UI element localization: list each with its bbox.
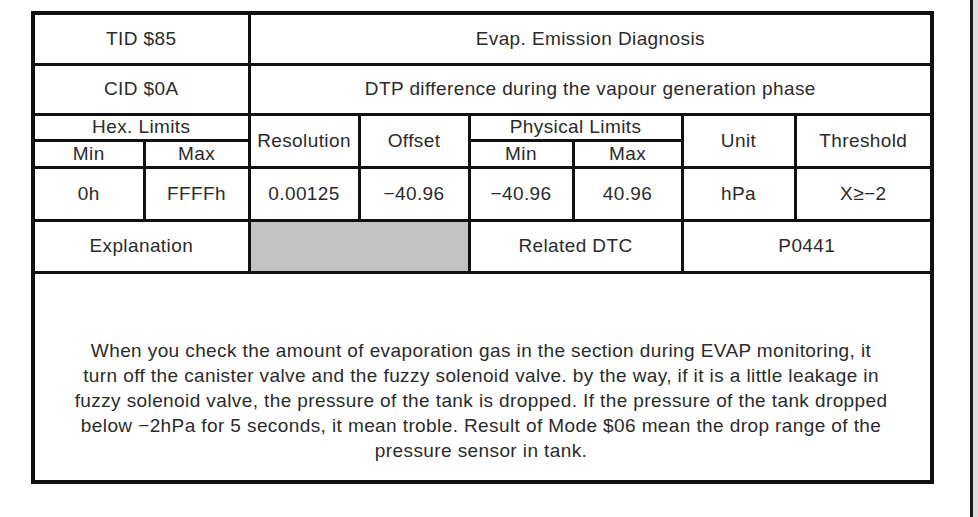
unit-value: hPa [682,167,795,220]
threshold-value: X≥−2 [795,167,932,220]
cid-title-cell: DTP difference during the vapour generat… [249,64,932,114]
explanation-line: fuzzy solenoid valve, the pressure of th… [38,388,924,413]
explanation-text-cell: When you check the amount of evaporation… [33,272,932,482]
explanation-label-cell: Explanation [33,220,249,272]
tid-label-cell: TID $85 [33,13,249,64]
explanation-line: below −2hPa for 5 seconds, it mean trobl… [38,413,924,438]
hex-max-value: FFFFh [144,167,249,220]
gray-filler-cell [249,220,469,272]
hex-max-header: Max [144,140,249,167]
row-explanation-text: When you check the amount of evaporation… [33,272,932,482]
hex-limits-header: Hex. Limits [33,114,249,140]
tid-title-cell: Evap. Emission Diagnosis [249,13,932,64]
hex-min-header: Min [33,140,144,167]
page-edge-strip [973,0,978,517]
related-dtc-value-cell: P0441 [682,220,932,272]
related-dtc-label-cell: Related DTC [469,220,682,272]
offset-header: Offset [359,114,469,167]
row-explanation-header: Explanation Related DTC P0441 [33,220,932,272]
row-cid: CID $0A DTP difference during the vapour… [33,64,932,114]
threshold-header: Threshold [795,114,932,167]
explanation-line: turn off the canister valve and the fuzz… [38,363,924,388]
phys-max-header: Max [573,140,682,167]
resolution-value: 0.00125 [249,167,359,220]
resolution-header: Resolution [249,114,359,167]
explanation-line: pressure sensor in tank. [38,438,924,463]
hex-min-value: 0h [33,167,144,220]
phys-min-value: −40.96 [469,167,573,220]
physical-limits-header: Physical Limits [469,114,682,140]
phys-min-header: Min [469,140,573,167]
explanation-line: When you check the amount of evaporation… [38,338,924,363]
row-tid: TID $85 Evap. Emission Diagnosis [33,13,932,64]
row-values: 0h FFFFh 0.00125 −40.96 −40.96 40.96 hPa… [33,167,932,220]
tid-spec-table: TID $85 Evap. Emission Diagnosis CID $0A… [31,11,934,484]
unit-header: Unit [682,114,795,167]
phys-max-value: 40.96 [573,167,682,220]
row-header-groups: Hex. Limits Resolution Offset Physical L… [33,114,932,140]
cid-label-cell: CID $0A [33,64,249,114]
offset-value: −40.96 [359,167,469,220]
manual-page: TID $85 Evap. Emission Diagnosis CID $0A… [0,0,978,517]
